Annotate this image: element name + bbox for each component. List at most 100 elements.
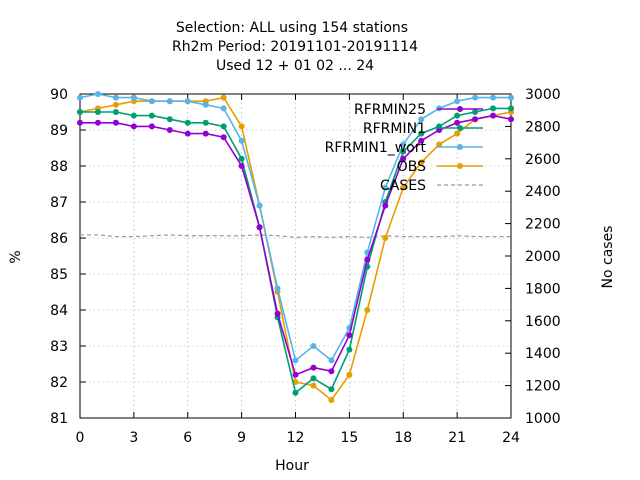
y-tick-label: 87 (50, 195, 68, 211)
data-point-rfrmin25 (184, 130, 191, 137)
y2-tick-label: 1400 (525, 346, 561, 362)
data-point-rfrmin1 (418, 130, 425, 137)
data-point-rfrmin1 (508, 105, 514, 112)
x-tick-label: 18 (394, 430, 412, 446)
data-point-rfrmin1 (112, 109, 119, 115)
y-tick-label: 89 (50, 123, 68, 139)
data-point-rfrmin25 (418, 137, 425, 144)
data-point-rfrmin25 (490, 112, 497, 119)
data-point-rfrmin1-wort (400, 141, 407, 148)
legend-label: RFRMIN1 (363, 121, 426, 137)
y2-axis-label: No cases (600, 226, 616, 289)
x-tick-label: 24 (502, 430, 520, 446)
y-tick-label: 82 (50, 375, 68, 391)
data-point-rfrmin1 (238, 155, 245, 162)
series-line-cases (80, 234, 511, 238)
data-point-rfrmin25 (202, 130, 209, 137)
data-point-obs (220, 94, 227, 101)
x-tick-label: 12 (287, 430, 305, 446)
grid (80, 94, 511, 418)
data-point-rfrmin25 (112, 119, 119, 126)
data-point-obs (436, 141, 443, 148)
data-point-rfrmin25 (166, 127, 173, 133)
data-point-rfrmin25 (238, 163, 245, 169)
data-point-obs (310, 382, 317, 389)
data-point-rfrmin1-wort (472, 94, 479, 101)
data-point-rfrmin1 (130, 112, 137, 119)
legend-swatch-marker (457, 106, 463, 112)
title-line-3: Used 12 + 01 02 ... 24 (216, 58, 374, 74)
data-point-rfrmin1-wort (130, 94, 137, 101)
data-point-rfrmin1 (77, 109, 83, 115)
data-point-obs (382, 235, 389, 241)
y2-tick-label: 1600 (525, 314, 561, 330)
data-point-rfrmin25 (148, 123, 155, 130)
data-point-rfrmin1 (202, 119, 209, 126)
data-point-rfrmin1 (166, 116, 173, 123)
data-point-rfrmin25 (77, 119, 83, 126)
data-point-rfrmin1 (94, 109, 101, 115)
data-point-obs (364, 307, 371, 313)
data-point-rfrmin25 (256, 224, 263, 231)
legend-swatch-marker (457, 144, 463, 150)
data-point-rfrmin1-wort (220, 105, 227, 112)
y2-tick-label: 2800 (525, 119, 561, 135)
data-point-rfrmin1 (346, 346, 353, 353)
legend-swatch-marker (457, 163, 463, 169)
data-point-obs (112, 101, 119, 108)
data-point-rfrmin25 (292, 371, 299, 378)
data-point-obs (328, 397, 335, 403)
title-line-2: Rh2m Period: 20191101-20191114 (172, 39, 418, 55)
data-point-rfrmin1-wort (274, 285, 281, 292)
axes: 0 3 6 9 12 15 18 21 24 81 82 83 84 85 86 87 88 89 90 1000 12… (50, 87, 560, 446)
legend-label: RFRMIN25 (354, 102, 426, 118)
data-point-rfrmin1-wort (508, 94, 514, 101)
data-point-rfrmin25 (454, 119, 461, 126)
series-line-rfrmin1 (80, 107, 511, 395)
data-point-rfrmin1 (472, 109, 479, 115)
legend-swatch-marker (457, 125, 463, 131)
data-point-rfrmin1 (292, 389, 299, 396)
data-point-rfrmin25 (310, 364, 317, 371)
data-point-obs (346, 371, 353, 378)
y2-tick-label: 3000 (525, 87, 561, 103)
y2-tick-label: 1000 (525, 411, 561, 427)
data-point-obs (400, 184, 407, 191)
data-point-rfrmin1-wort (202, 101, 209, 108)
x-tick-label: 0 (76, 430, 85, 446)
data-point-rfrmin25 (220, 134, 227, 141)
x-tick-label: 21 (448, 430, 466, 446)
data-point-rfrmin1 (454, 112, 461, 119)
data-point-rfrmin1 (220, 123, 227, 130)
data-point-rfrmin1-wort (454, 98, 461, 105)
y2-tick-label: 2200 (525, 217, 561, 233)
y-tick-label: 86 (50, 231, 68, 247)
data-point-rfrmin25 (346, 332, 353, 339)
y2-tick-label: 1800 (525, 281, 561, 297)
y2-tick-label: 2400 (525, 184, 561, 200)
data-point-rfrmin1-wort (292, 357, 299, 364)
y2-tick-label: 2600 (525, 152, 561, 168)
data-point-rfrmin1 (490, 105, 497, 112)
y-tick-label: 90 (50, 87, 68, 103)
x-tick-label: 9 (237, 430, 246, 446)
series-line-rfrmin25 (80, 114, 512, 376)
x-tick-label: 3 (129, 430, 138, 446)
x-axis-label: Hour (275, 458, 309, 474)
data-point-obs (418, 159, 425, 166)
data-point-rfrmin1-wort (310, 343, 317, 349)
y-tick-label: 81 (50, 411, 68, 427)
y-tick-label: 85 (50, 267, 68, 283)
data-point-rfrmin1 (148, 112, 155, 119)
data-point-rfrmin1-wort (94, 91, 101, 97)
legend-label: CASES (380, 178, 426, 194)
data-point-rfrmin1-wort (382, 184, 389, 191)
y-tick-label: 83 (50, 339, 68, 355)
data-point-obs (238, 123, 245, 130)
legend-label: RFRMIN1_wort (325, 140, 427, 156)
plot-area (77, 91, 514, 403)
y-tick-label: 84 (50, 303, 68, 319)
chart-title: Selection: ALL using 154 stations Rh2m P… (172, 20, 418, 74)
data-point-rfrmin25 (382, 202, 389, 209)
y2-tick-label: 1200 (525, 379, 561, 395)
